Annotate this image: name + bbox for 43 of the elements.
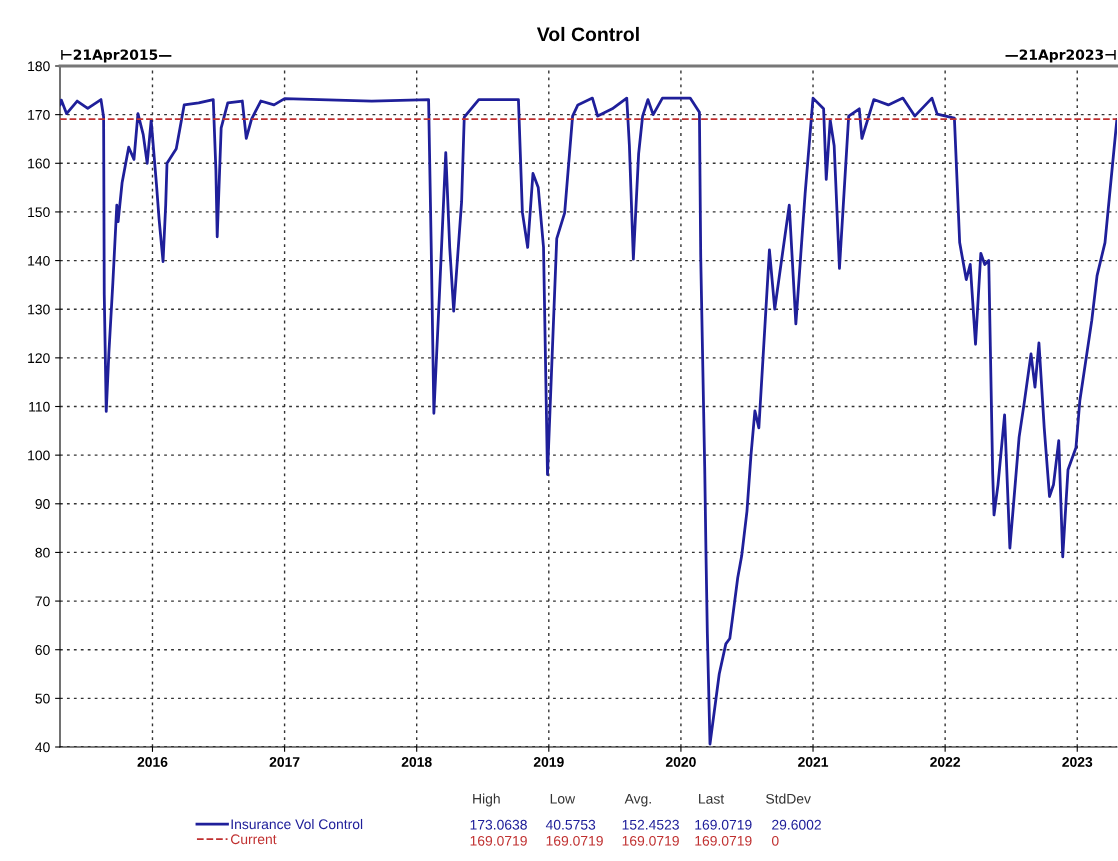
text: 152.4523 [622,819,679,830]
x-tick-label: 2019 [533,757,564,767]
y-tick-label: 140 [28,255,50,266]
text: Low [550,794,576,804]
text: 169.0719 [546,835,603,846]
y-tick-label: 170 [28,109,50,120]
text: 169.0719 [622,835,679,846]
y-tick-label: 100 [28,450,50,461]
y-tick-label: 90 [35,499,50,509]
text: Last [699,794,725,804]
text: High [473,793,500,807]
text: 29.6002 [772,819,821,830]
text: 0 [771,835,779,846]
x-tick-label: 2018 [401,757,432,767]
y-tick-label: 60 [35,645,50,655]
x-tick-label: 2023 [1062,757,1093,767]
text: —21Apr2023⊣ [1005,49,1116,63]
y-tick-label: 40 [35,742,50,753]
x-tick-label: 2021 [798,757,829,767]
y-tick-label: 50 [35,693,50,704]
y-tick-label: 110 [29,401,50,412]
legend-label: Current [230,834,277,845]
y-tick-label: 180 [28,61,50,72]
y-tick-label: 150 [28,207,50,218]
text: 173.0638 [470,819,527,830]
text: ⊢21Apr2015— [61,49,172,63]
x-tick-label: 2022 [930,757,961,767]
y-tick-label: 130 [28,304,50,315]
y-tick-label: 120 [28,353,50,364]
text: 40.5753 [545,819,596,830]
y-tick-label: 160 [28,158,50,169]
x-tick-label: 2020 [665,757,696,767]
text: Avg. [624,794,651,807]
text: 169.0719 [470,835,527,846]
y-tick-label: 70 [35,596,50,607]
text: 169.0719 [695,835,752,846]
text: 169.0719 [695,819,752,830]
x-tick-label: 2017 [269,757,300,767]
x-tick-label: 2016 [137,757,168,767]
text: StdDev [766,793,811,804]
y-tick-label: 80 [35,547,50,558]
legend-label: Insurance Vol Control [231,818,363,830]
chart-title: Vol Control [536,26,639,42]
